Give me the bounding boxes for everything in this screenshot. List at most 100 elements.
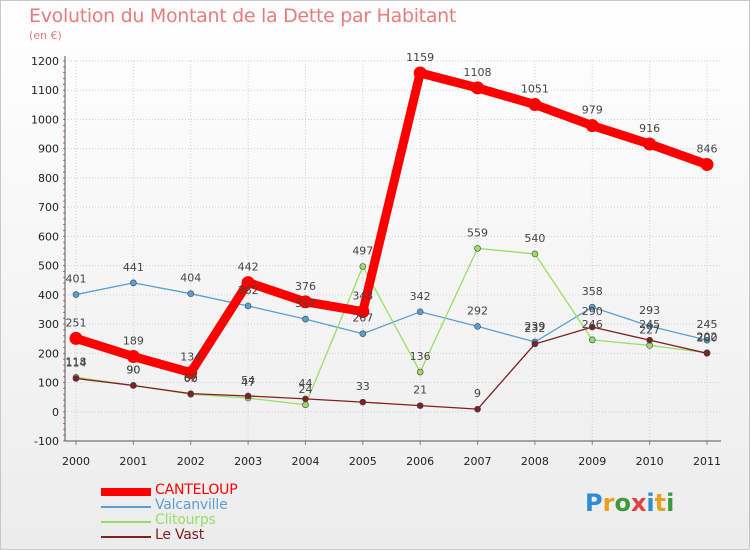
data-point	[130, 279, 137, 287]
data-label: 1159	[406, 51, 434, 64]
logo-letter: i	[646, 489, 655, 517]
data-label: 1108	[464, 66, 492, 79]
x-tick-label: 2000	[62, 455, 90, 468]
x-tick-label: 2010	[636, 455, 664, 468]
series-le-vast	[72, 323, 711, 413]
data-point	[302, 315, 309, 323]
data-point	[241, 276, 255, 290]
data-label: 200	[697, 331, 718, 344]
data-label: 60	[184, 372, 198, 385]
legend-item: CANTELOUP	[101, 482, 401, 498]
data-point	[187, 290, 195, 297]
x-tick-label: 2003	[234, 455, 262, 468]
logo-letter: o	[614, 489, 631, 517]
data-label: 1051	[521, 83, 549, 96]
data-label: 118	[66, 355, 87, 368]
data-label: 559	[467, 226, 488, 239]
data-label: 47	[241, 376, 255, 389]
data-label: 267	[352, 312, 373, 325]
series-canteloup	[69, 66, 714, 380]
chart-unit: (en €)	[29, 29, 62, 42]
data-label: 540	[524, 232, 545, 245]
data-point	[416, 402, 424, 409]
legend-label: Valcanville	[155, 497, 228, 513]
series-clitourps	[72, 245, 711, 409]
data-label: 90	[126, 363, 140, 376]
data-point	[69, 331, 83, 345]
x-tick-label: 2005	[349, 455, 377, 468]
data-point	[588, 336, 596, 344]
data-label: 343	[352, 290, 373, 303]
data-label: 245	[697, 318, 718, 331]
logo-letter: P	[585, 489, 603, 517]
legend-swatch	[101, 521, 151, 523]
data-point	[72, 291, 80, 298]
data-label: 246	[582, 318, 603, 331]
data-label: 44	[298, 377, 312, 390]
legend-item: Clitourps	[101, 512, 401, 528]
y-tick-label: 800	[38, 172, 59, 185]
x-axis-ticks: 2000 2001 2002 2003 2004 2005 2006 2007 2008 2009…	[62, 455, 721, 468]
data-label: 293	[639, 304, 660, 317]
x-tick-label: 2011	[693, 455, 721, 468]
y-tick-label: 100	[38, 377, 59, 390]
data-point	[302, 401, 309, 409]
data-point	[531, 250, 539, 258]
data-point	[416, 368, 424, 376]
legend-label: Le Vast	[155, 527, 205, 543]
data-label: 24	[298, 383, 312, 396]
data-label: 916	[639, 122, 660, 135]
logo-letter: x	[630, 489, 647, 517]
data-label: 136	[410, 350, 431, 363]
data-point	[244, 392, 252, 400]
data-label: 362	[238, 284, 259, 297]
data-point	[646, 336, 653, 344]
legend-swatch	[101, 536, 151, 538]
series-line	[75, 247, 708, 406]
data-label: 90	[126, 363, 140, 376]
data-label: 497	[352, 244, 373, 257]
data-label: 33	[356, 380, 370, 393]
series-lines	[69, 66, 714, 413]
data-point	[302, 395, 309, 403]
data-point	[359, 398, 367, 406]
data-label: 239	[524, 320, 545, 333]
logo-letter: i	[666, 489, 675, 517]
y-tick-label: 1000	[31, 113, 59, 126]
data-point	[298, 295, 312, 309]
y-tick-label: -100	[34, 435, 59, 448]
data-label: 232	[524, 322, 545, 335]
data-label: 979	[582, 104, 603, 117]
x-tick-label: 2006	[406, 455, 434, 468]
data-label: 376	[295, 280, 316, 293]
data-point	[359, 263, 367, 270]
series-line	[75, 326, 708, 410]
y-tick-label: 700	[38, 201, 59, 214]
legend-item: Valcanville	[101, 497, 401, 513]
data-label: 317	[295, 297, 316, 310]
data-point	[416, 308, 424, 316]
data-point	[359, 330, 367, 338]
data-point	[643, 137, 657, 151]
data-point	[700, 157, 714, 171]
legend: CANTELOUP Valcanville Clitourps Le Vast	[101, 482, 401, 546]
y-tick-label: 0	[52, 406, 59, 419]
logo-letter: t	[654, 489, 667, 517]
data-point	[474, 245, 481, 252]
axes	[63, 56, 721, 445]
series-line	[75, 282, 708, 343]
data-point	[356, 305, 370, 319]
data-label: 251	[66, 316, 87, 329]
legend-item: Le Vast	[101, 527, 401, 543]
data-point	[187, 390, 195, 397]
data-point	[72, 375, 80, 382]
chart-title: Evolution du Montant de la Dette par Hab…	[29, 5, 457, 27]
series-line	[71, 68, 712, 378]
data-point	[588, 303, 596, 311]
legend-swatch	[101, 488, 151, 496]
data-label: 21	[413, 384, 427, 397]
data-point	[531, 340, 539, 348]
data-point	[588, 323, 596, 331]
